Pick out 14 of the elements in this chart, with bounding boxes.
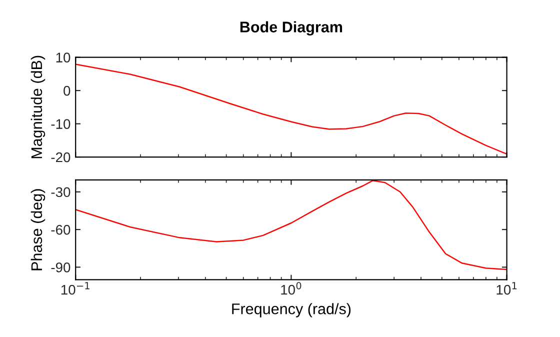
y-tick-label: 0 [64,86,70,96]
y-tick-label: -20 [51,152,70,162]
y-axis-title: Magnitude (dB) [30,56,46,158]
x-tick-label: 10$^{0}$ [281,282,302,295]
chart-title: Bode Diagram [240,21,342,36]
y-axis-title: Phase (deg) [30,189,46,270]
y-tick-label: -10 [51,119,70,129]
y-tick-label: -90 [51,262,70,272]
x-axis-title: Frequency (rad/s) [232,303,351,318]
y-tick-label: -30 [51,187,70,198]
y-tick-label: 10 [56,52,70,62]
x-tick-label: 10$^{−1}$ [61,282,90,295]
y-tick-label: -60 [51,224,70,235]
x-tick-label: 10$^{1}$ [496,282,517,295]
